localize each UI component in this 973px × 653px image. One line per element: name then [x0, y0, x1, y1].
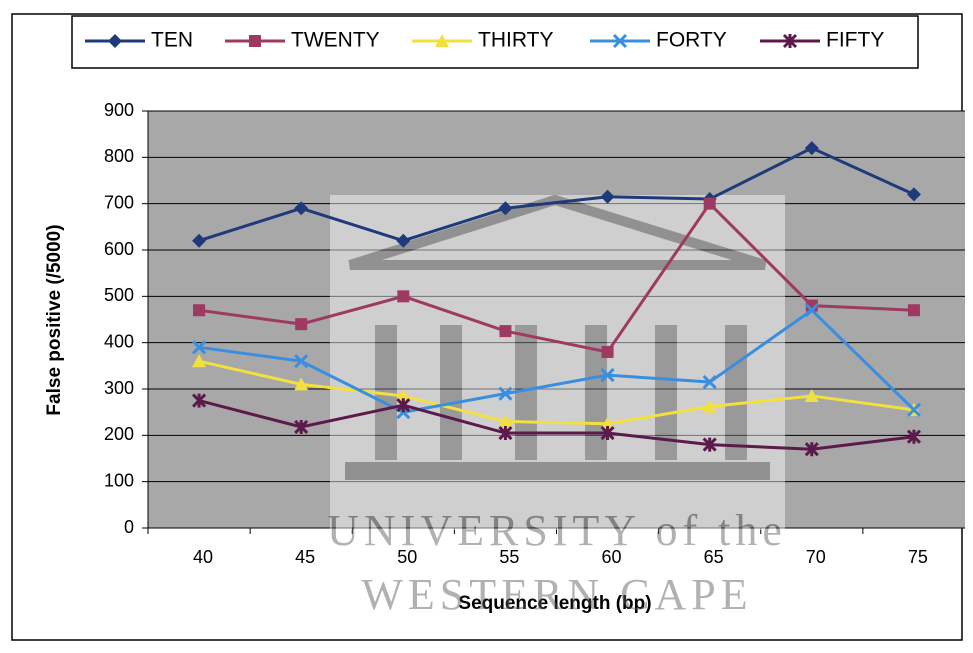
y-tick-label: 800 — [104, 146, 134, 166]
legend-label: TEN — [151, 29, 193, 52]
data-point — [600, 368, 615, 383]
data-point — [600, 425, 615, 441]
y-tick-label: 700 — [104, 192, 134, 212]
data-point — [804, 303, 819, 318]
watermark-column — [585, 325, 607, 460]
data-point — [600, 189, 615, 204]
watermark-column — [655, 325, 677, 460]
legend-marker — [249, 35, 261, 47]
data-point — [906, 429, 921, 444]
data-point — [600, 416, 615, 430]
watermark-column — [515, 325, 537, 460]
y-tick-label: 900 — [104, 100, 134, 120]
watermark-text: UNIVERSITY of the — [327, 506, 787, 555]
data-point — [294, 377, 309, 391]
data-point — [804, 141, 819, 156]
data-point — [192, 340, 207, 355]
data-point — [498, 201, 513, 216]
legend-marker — [612, 33, 628, 49]
data-point — [804, 388, 819, 402]
data-point — [804, 442, 819, 457]
data-point — [498, 414, 513, 428]
series-line — [198, 146, 915, 243]
data-point — [396, 233, 411, 248]
data-point — [702, 374, 717, 390]
y-tick-label: 200 — [104, 424, 134, 444]
data-point — [498, 425, 513, 441]
x-tick-label: 45 — [295, 547, 315, 567]
data-point — [192, 233, 207, 248]
data-point — [192, 354, 207, 368]
x-tick-label: 60 — [602, 547, 622, 567]
data-point — [702, 437, 717, 452]
legend-label: THIRTY — [478, 29, 553, 52]
series-line — [198, 359, 915, 426]
y-tick-label: 0 — [124, 517, 134, 537]
data-point — [294, 201, 309, 216]
watermark-column — [440, 325, 462, 460]
watermark-text: WESTERN CAPE — [361, 570, 752, 619]
legend-marker — [782, 33, 798, 49]
series-line — [198, 201, 915, 354]
data-point — [193, 304, 206, 317]
data-point — [906, 187, 921, 202]
x-tick-label: 50 — [397, 547, 417, 567]
data-point — [906, 402, 921, 417]
data-point — [396, 388, 411, 402]
data-point — [498, 386, 513, 401]
x-tick-label: 75 — [908, 547, 928, 567]
watermark-base — [345, 462, 770, 480]
series-line — [198, 308, 915, 414]
watermark-column — [725, 325, 747, 460]
data-point — [907, 304, 920, 317]
data-point — [294, 354, 309, 369]
data-point — [192, 393, 207, 408]
y-tick-label: 500 — [104, 285, 134, 305]
y-axis-label: False positive (/5000) — [44, 224, 65, 415]
x-tick-label: 70 — [806, 547, 826, 567]
watermark: UNIVERSITY of the WESTERN CAPE — [327, 194, 787, 619]
data-point — [294, 419, 309, 435]
data-point — [601, 345, 614, 358]
data-point — [702, 399, 717, 413]
legend-marker — [108, 34, 122, 48]
y-tick-label: 300 — [104, 378, 134, 398]
data-point — [397, 290, 410, 303]
legend-label: TWENTY — [291, 29, 380, 52]
watermark-roof — [348, 194, 767, 270]
data-point — [499, 325, 512, 338]
watermark-panel — [330, 195, 785, 530]
data-point — [295, 318, 308, 331]
data-point — [703, 197, 716, 210]
plot-area — [148, 111, 965, 528]
x-tick-label: 55 — [499, 547, 519, 567]
x-axis-label: Sequence length (bp) — [458, 593, 651, 614]
legend-label: FIFTY — [826, 29, 884, 52]
legend-marker — [435, 34, 449, 47]
y-tick-label: 400 — [104, 331, 134, 351]
x-tick-label: 40 — [193, 547, 213, 567]
x-tick-label: 65 — [704, 547, 724, 567]
y-tick-label: 100 — [104, 470, 134, 490]
data-point — [396, 398, 411, 413]
legend-label: FORTY — [656, 29, 727, 52]
series-line — [198, 399, 915, 451]
y-tick-label: 600 — [104, 239, 134, 259]
